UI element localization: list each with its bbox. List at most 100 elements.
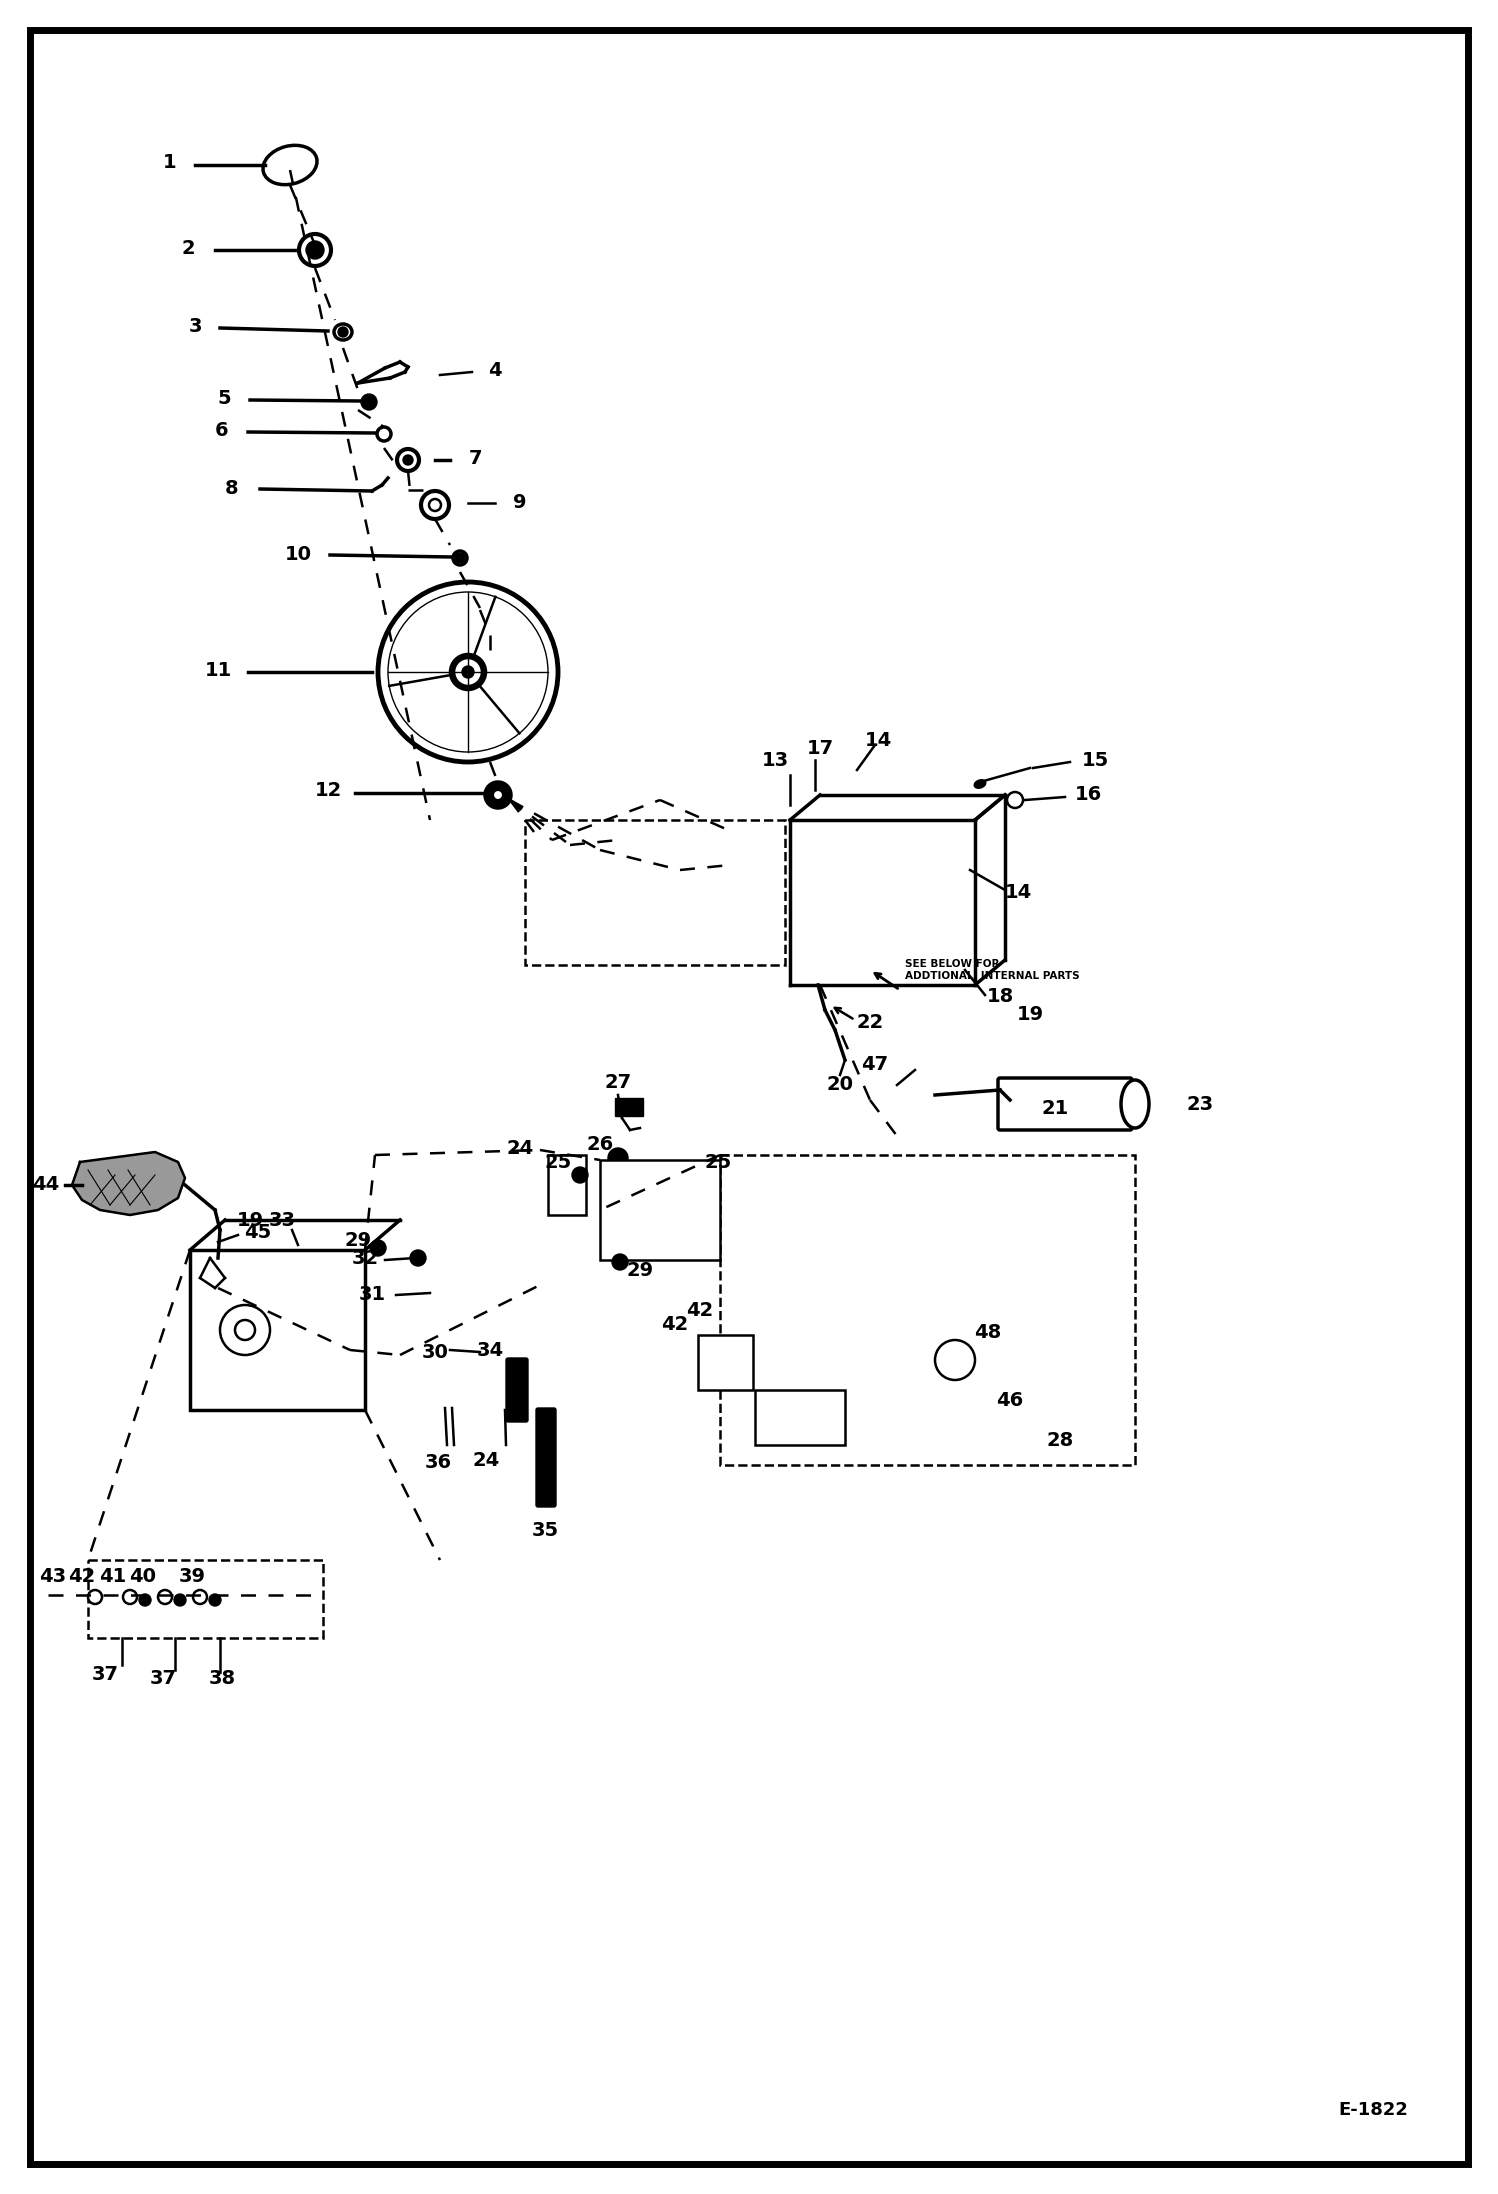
Text: 15: 15: [1082, 750, 1109, 770]
Ellipse shape: [264, 145, 318, 184]
Text: 14: 14: [1004, 882, 1032, 902]
Circle shape: [455, 660, 479, 685]
Text: 8: 8: [225, 478, 238, 498]
Circle shape: [388, 592, 548, 753]
Text: 9: 9: [514, 491, 527, 511]
Text: 6: 6: [216, 421, 229, 441]
Circle shape: [461, 667, 473, 678]
Polygon shape: [72, 1152, 184, 1215]
Circle shape: [449, 654, 485, 689]
Text: 29: 29: [345, 1231, 372, 1251]
Ellipse shape: [974, 779, 986, 788]
FancyBboxPatch shape: [698, 1334, 753, 1391]
Ellipse shape: [300, 235, 331, 265]
Text: 42: 42: [662, 1316, 689, 1334]
FancyBboxPatch shape: [616, 1097, 643, 1117]
Ellipse shape: [397, 450, 419, 472]
Text: 12: 12: [315, 781, 342, 801]
Text: 48: 48: [974, 1323, 1002, 1341]
Ellipse shape: [306, 241, 324, 259]
FancyBboxPatch shape: [755, 1391, 845, 1446]
Circle shape: [935, 1341, 975, 1380]
Text: 44: 44: [33, 1174, 60, 1194]
Text: 27: 27: [604, 1073, 632, 1090]
Text: 1: 1: [163, 154, 177, 173]
Circle shape: [174, 1595, 186, 1606]
Text: 37: 37: [150, 1667, 177, 1687]
Ellipse shape: [452, 551, 467, 566]
Text: E-1822: E-1822: [1338, 2102, 1408, 2119]
Circle shape: [220, 1305, 270, 1356]
Ellipse shape: [377, 428, 391, 441]
Text: 40: 40: [129, 1567, 156, 1586]
Text: 5: 5: [217, 391, 231, 408]
FancyBboxPatch shape: [190, 1251, 366, 1411]
Text: 42: 42: [686, 1301, 713, 1319]
Text: 38: 38: [208, 1667, 235, 1687]
Text: 3: 3: [189, 318, 202, 336]
Circle shape: [193, 1591, 207, 1604]
Circle shape: [410, 1251, 425, 1266]
Ellipse shape: [485, 781, 511, 807]
Circle shape: [1007, 792, 1023, 807]
Text: 41: 41: [99, 1567, 127, 1586]
Text: 30: 30: [421, 1343, 448, 1362]
Ellipse shape: [334, 325, 352, 340]
Ellipse shape: [421, 491, 449, 520]
Text: 10: 10: [285, 544, 312, 564]
Text: 37: 37: [91, 1665, 118, 1685]
Circle shape: [123, 1591, 136, 1604]
Text: 26: 26: [586, 1136, 614, 1154]
Text: 28: 28: [1047, 1430, 1074, 1450]
Circle shape: [157, 1591, 172, 1604]
Text: 21: 21: [1041, 1099, 1068, 1117]
Text: 29: 29: [626, 1262, 653, 1279]
Circle shape: [235, 1321, 255, 1341]
Text: 42: 42: [69, 1567, 96, 1586]
Text: 45: 45: [244, 1222, 271, 1242]
Text: 2: 2: [181, 239, 195, 257]
Text: 32: 32: [352, 1248, 379, 1268]
Text: 39: 39: [178, 1567, 205, 1586]
Circle shape: [455, 553, 464, 564]
Circle shape: [377, 581, 557, 761]
FancyBboxPatch shape: [30, 31, 1468, 2163]
FancyBboxPatch shape: [536, 1409, 556, 1507]
Text: 25: 25: [704, 1152, 731, 1172]
Text: 16: 16: [1074, 785, 1101, 805]
FancyBboxPatch shape: [601, 1161, 721, 1259]
Text: 24: 24: [472, 1450, 500, 1470]
Text: 19: 19: [237, 1211, 264, 1229]
FancyBboxPatch shape: [506, 1358, 527, 1422]
Circle shape: [210, 1595, 222, 1606]
Text: 46: 46: [996, 1391, 1023, 1409]
Text: 34: 34: [476, 1341, 503, 1360]
Text: 7: 7: [469, 448, 482, 467]
Circle shape: [572, 1167, 589, 1183]
Text: 11: 11: [204, 660, 232, 680]
Circle shape: [691, 1167, 706, 1183]
Ellipse shape: [1121, 1079, 1149, 1128]
Text: 33: 33: [268, 1211, 295, 1229]
Text: 19: 19: [1017, 1005, 1044, 1025]
Text: 4: 4: [488, 360, 502, 380]
Circle shape: [88, 1591, 102, 1604]
Circle shape: [613, 1255, 628, 1270]
Text: 14: 14: [864, 731, 891, 750]
Text: 22: 22: [857, 1011, 884, 1031]
Ellipse shape: [493, 790, 503, 801]
FancyBboxPatch shape: [524, 821, 785, 965]
Text: 36: 36: [424, 1452, 451, 1472]
Ellipse shape: [428, 498, 440, 511]
Text: 35: 35: [532, 1520, 559, 1540]
Text: 18: 18: [986, 987, 1014, 1007]
Ellipse shape: [403, 454, 413, 465]
Text: 17: 17: [806, 739, 833, 757]
Circle shape: [361, 395, 377, 410]
Text: 24: 24: [506, 1139, 533, 1158]
FancyBboxPatch shape: [721, 1154, 1135, 1466]
Circle shape: [339, 327, 348, 338]
FancyBboxPatch shape: [998, 1077, 1132, 1130]
Text: 23: 23: [1186, 1095, 1213, 1115]
FancyBboxPatch shape: [548, 1154, 586, 1215]
